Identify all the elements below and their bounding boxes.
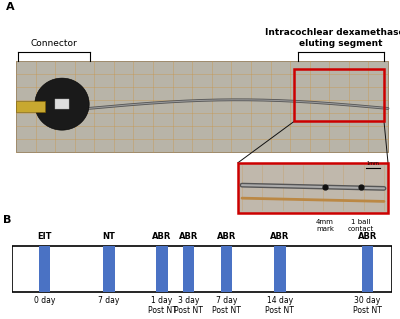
Bar — [274, 246, 286, 292]
Text: 7 day
Post NT: 7 day Post NT — [212, 296, 241, 315]
Text: 1 ball
contact: 1 ball contact — [348, 219, 374, 232]
Text: EIT: EIT — [37, 232, 52, 241]
Text: 0 day: 0 day — [34, 296, 55, 305]
Bar — [156, 246, 168, 292]
Bar — [221, 246, 232, 292]
Text: B: B — [2, 215, 11, 225]
Bar — [294, 70, 384, 122]
Bar — [16, 61, 388, 152]
Bar — [362, 246, 373, 292]
Text: ABR: ABR — [358, 232, 377, 241]
Text: A: A — [6, 2, 15, 12]
Text: 14 day
Post NT: 14 day Post NT — [266, 296, 294, 315]
Text: Connector: Connector — [31, 39, 77, 48]
Bar — [183, 246, 194, 292]
Text: 3 day
Post NT: 3 day Post NT — [174, 296, 203, 315]
Text: ABR: ABR — [270, 232, 290, 241]
Polygon shape — [35, 78, 89, 130]
Text: Intracochlear dexamethasone
eluting segment: Intracochlear dexamethasone eluting segm… — [265, 28, 400, 48]
Text: ABR: ABR — [217, 232, 236, 241]
Text: 7 day: 7 day — [98, 296, 120, 305]
Text: NT: NT — [102, 232, 115, 241]
Text: 30 day
Post NT: 30 day Post NT — [353, 296, 382, 315]
Bar — [38, 246, 50, 292]
Bar — [103, 246, 115, 292]
Bar — [55, 99, 69, 109]
Bar — [238, 163, 388, 212]
Text: 4mm
mark: 4mm mark — [316, 219, 334, 232]
Text: 1 day
Post NT: 1 day Post NT — [148, 296, 176, 315]
Bar — [12, 246, 392, 292]
Text: ABR: ABR — [152, 232, 172, 241]
Text: 1mm: 1mm — [366, 161, 379, 167]
Bar — [16, 101, 45, 112]
Text: ABR: ABR — [179, 232, 198, 241]
